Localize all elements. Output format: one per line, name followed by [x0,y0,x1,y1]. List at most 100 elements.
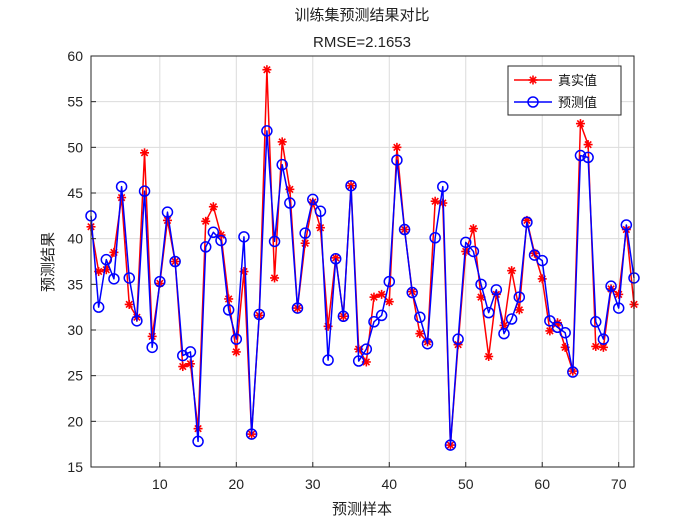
x-tick-label: 10 [152,476,168,492]
data-point [598,342,608,352]
data-point [140,148,150,158]
plot-frame [90,55,635,468]
data-point [329,253,342,265]
data-point [375,309,388,322]
legend-label: 预测值 [558,95,597,111]
data-point [551,321,564,334]
data-point [154,275,166,288]
data-point [505,313,518,325]
data-point [277,137,287,147]
chart-title: 训练集预测结果对比 [294,6,429,24]
data-point [507,266,517,276]
data-point [415,329,425,339]
data-point [513,291,526,303]
y-axis-label: 预测结果 [39,232,57,292]
data-point [567,366,579,378]
y-tick-label: 40 [67,231,83,247]
x-tick-label: 70 [611,476,627,492]
data-point [452,333,464,345]
data-point [475,278,487,291]
data-point [368,316,380,328]
data-point [291,302,304,314]
data-point [207,226,220,239]
data-point [406,286,418,299]
data-point [224,294,234,304]
data-point [100,253,113,266]
legend-marker [528,75,538,85]
data-point [169,255,181,268]
data-point [115,180,128,193]
data-point [591,341,601,351]
data-point [146,341,158,354]
data-point [352,355,365,367]
x-tick-label: 50 [458,476,474,492]
x-axis-label: 预测样本 [332,500,392,518]
data-point [514,305,524,315]
data-point [124,299,134,309]
data-point [184,346,197,358]
data-point [490,284,503,296]
y-tick-label: 55 [67,94,83,110]
y-tick-label: 50 [67,139,83,155]
data-point [299,227,311,239]
data-point [575,119,585,129]
data-point [597,333,610,345]
data-point [484,351,494,361]
data-point [574,149,587,162]
data-point [331,253,341,263]
series-line [90,130,635,446]
data-point [429,232,441,244]
data-point [498,327,510,340]
data-point [421,337,434,350]
data-point [468,224,478,234]
data-point [322,354,334,366]
series-layer [85,65,640,451]
y-tick-label: 15 [67,459,83,475]
data-point [392,142,402,152]
data-point [138,185,151,197]
data-point [230,333,243,345]
data-point [131,315,143,327]
data-point [384,297,394,307]
data-point [245,428,258,440]
data-point [467,245,480,258]
data-point [201,216,211,226]
data-point [398,223,411,236]
legend-label: 真实值 [558,73,597,89]
y-tick-label: 25 [67,368,83,384]
data-point [583,140,593,150]
data-point [253,308,266,321]
x-tick-label: 60 [534,476,550,492]
data-point [337,310,350,323]
data-point [123,272,135,284]
series-2 [85,125,640,451]
y-tick-label: 45 [67,185,83,201]
data-point [108,273,120,285]
data-point [590,316,602,328]
data-point [582,151,594,164]
data-point [231,347,241,357]
x-tick-label: 30 [305,476,321,492]
data-point [192,435,204,448]
data-point [208,202,218,212]
data-point [383,275,396,288]
x-tick-label: 40 [381,476,397,492]
data-point [559,326,571,339]
data-point [92,301,105,313]
data-point [620,219,633,231]
legend-item: 真实值 [514,73,597,89]
data-point [178,362,188,372]
data-point [521,216,533,228]
data-point [199,241,212,253]
y-tick-label: 30 [67,322,83,338]
y-tick-label: 20 [67,413,83,429]
data-point [270,273,280,283]
data-point [261,125,273,137]
data-point [430,196,440,206]
data-point [161,206,174,218]
data-point [215,234,227,247]
data-point [314,205,327,218]
ticks: 10 20 30 40 50 60 70 15 20 25 30 35 40 45 50 55 60 [67,48,626,492]
